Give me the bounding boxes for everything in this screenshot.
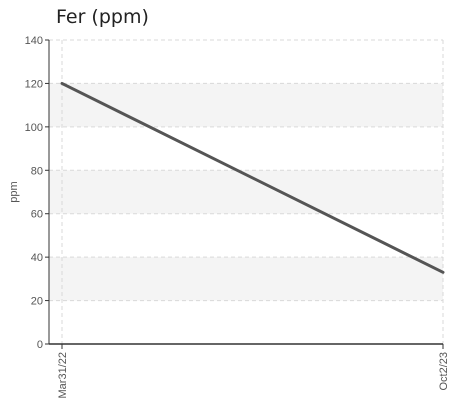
y-tick-label: 60	[31, 209, 43, 221]
y-tick-labels: 0 20 40 60 80 100 120 140	[25, 35, 43, 351]
y-tick-label: 20	[31, 296, 43, 308]
grid-band	[49, 83, 443, 127]
y-tick-label: 120	[25, 78, 43, 90]
grid-lines	[49, 39, 444, 344]
x-tick-labels: Mar31/22 Oct2/23	[57, 352, 449, 398]
grid-band	[49, 170, 443, 214]
chart-title: Fer (ppm)	[56, 6, 149, 28]
background-bands	[49, 83, 443, 301]
y-tick-label: 40	[31, 252, 43, 264]
grid-band	[49, 257, 443, 301]
y-tick-label: 140	[25, 35, 43, 47]
y-tick-label: 100	[25, 122, 43, 134]
y-tick-label: 80	[31, 165, 43, 177]
x-tick-label: Mar31/22	[57, 352, 69, 398]
series-lines	[60, 81, 445, 274]
series-line	[60, 81, 445, 274]
axes	[45, 39, 444, 349]
y-tick-label: 0	[37, 339, 43, 351]
y-axis-label: ppm	[8, 181, 20, 202]
x-tick-label: Oct2/23	[438, 352, 449, 391]
